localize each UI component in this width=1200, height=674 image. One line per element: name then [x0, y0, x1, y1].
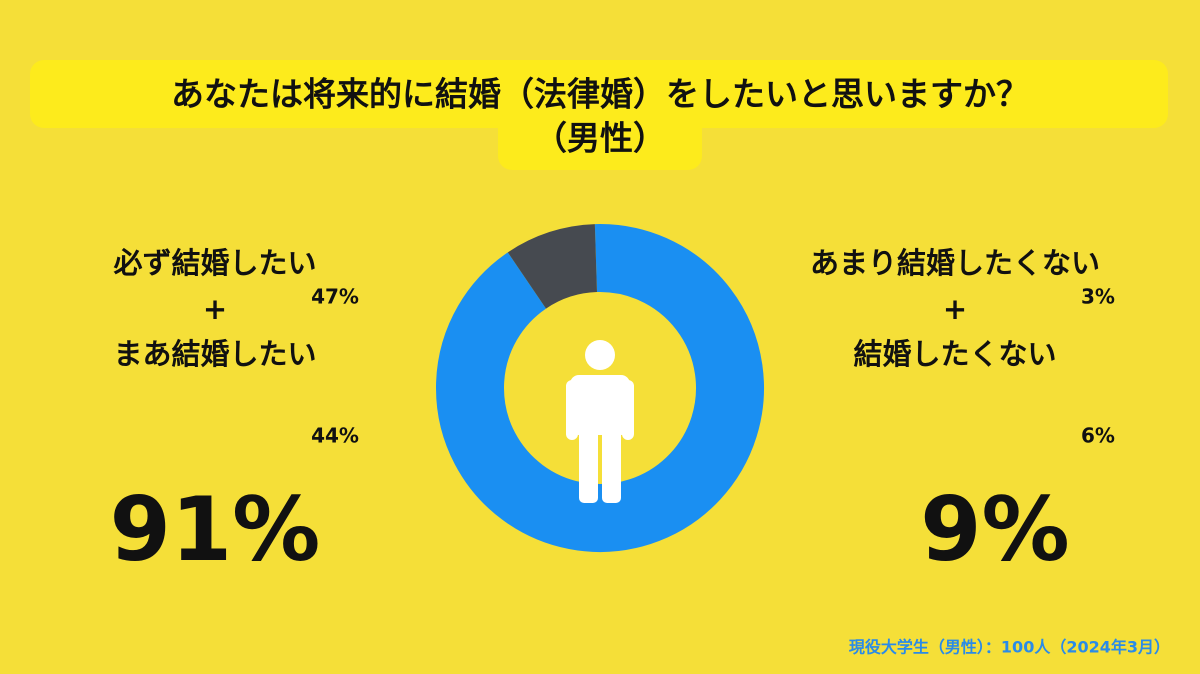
joiner: +	[203, 292, 227, 326]
donut-segment	[507, 224, 599, 310]
category-label: 必ず結婚したい	[113, 246, 316, 280]
category-label: あまり結婚したくない	[810, 246, 1100, 280]
person-icon	[566, 340, 634, 503]
value-label: 6%	[1081, 424, 1115, 448]
joiner: +	[943, 292, 967, 326]
value-label: 3%	[1081, 285, 1115, 309]
title-box	[30, 60, 1168, 128]
title-box	[498, 112, 702, 170]
donut	[436, 224, 764, 552]
footnote: 現役大学生（男性）：100人（2024年3月）	[849, 638, 1170, 657]
category-label: 結婚したくない	[853, 337, 1056, 371]
subtitle: （男性）	[534, 119, 666, 158]
category-label: まあ結婚したい	[113, 337, 316, 371]
value-label: 47%	[311, 285, 359, 309]
value-label: 44%	[311, 424, 359, 448]
total-label: 9%	[920, 478, 1069, 581]
title: あなたは将来的に結婚（法律婚）をしたいと思いますか？	[171, 75, 1029, 114]
donut-segment	[436, 224, 764, 552]
total-label: 91%	[110, 478, 321, 581]
